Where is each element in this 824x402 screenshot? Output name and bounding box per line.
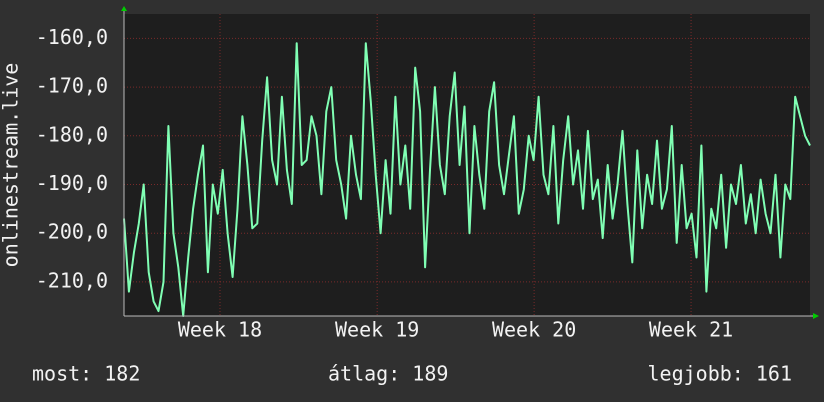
- x-arrow: [813, 313, 819, 319]
- footer-average: átlag: 189: [328, 362, 448, 386]
- y-tick-label: -170,0: [36, 74, 108, 98]
- y-tick-label: -160,0: [36, 25, 108, 49]
- x-tick-label: Week 21: [649, 318, 733, 342]
- footer-current: most: 182: [32, 362, 140, 386]
- x-tick-label: Week 19: [335, 318, 419, 342]
- y-tick-label: -190,0: [36, 171, 108, 195]
- x-tick-label: Week 18: [178, 318, 262, 342]
- data-line: [123, 42, 811, 317]
- y-tick-label: -180,0: [36, 122, 108, 146]
- y-tick-label: -200,0: [36, 220, 108, 244]
- y-axis-label: onlinestream.live: [0, 63, 23, 268]
- footer-best: legjobb: 161: [648, 362, 793, 386]
- y-arrow: [121, 6, 127, 11]
- y-tick-label: -210,0: [36, 268, 108, 292]
- x-tick-label: Week 20: [492, 318, 576, 342]
